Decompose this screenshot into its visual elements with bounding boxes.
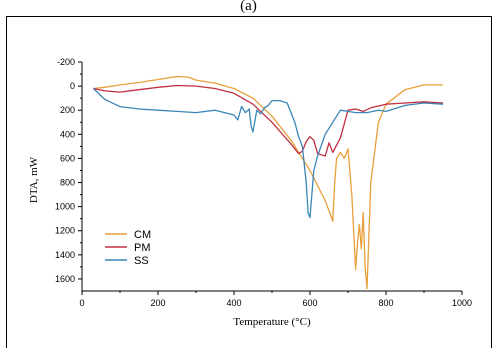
y-tick-label: 1600 (55, 274, 75, 284)
x-tick-label: 1000 (452, 298, 472, 308)
series-line-ss (92, 88, 444, 219)
y-tick-label: -200 (57, 57, 75, 67)
x-tick-label: 800 (378, 298, 393, 308)
y-tick-label: 800 (60, 178, 75, 188)
legend-label-ss: SS (134, 255, 149, 267)
series-line-cm (93, 75, 443, 290)
legend-label-pm: PM (134, 242, 151, 254)
series-line-pm (93, 84, 444, 157)
x-tick-label: 0 (79, 298, 84, 308)
y-tick-label: 400 (60, 129, 75, 139)
y-tick-label: 1000 (55, 202, 75, 212)
y-tick-label: 1200 (55, 226, 75, 236)
y-tick-label: 1400 (55, 250, 75, 260)
x-axis-title: Temperature (°C) (233, 316, 311, 328)
y-tick-label: 200 (60, 105, 75, 115)
x-tick-label: 600 (302, 298, 317, 308)
axes: 0 200 400 600 800 1000 -200 0 200 400 600 800 1000 12… (55, 57, 472, 308)
y-tick-label: 0 (70, 81, 75, 91)
y-tick-label: 600 (60, 153, 75, 163)
legend-label-cm: CM (134, 229, 151, 241)
x-tick-label: 400 (226, 298, 241, 308)
series-layer (92, 75, 444, 290)
figure-frame (6, 16, 492, 348)
y-axis-title: DTA, mW (28, 156, 40, 203)
x-tick-label: 200 (150, 298, 165, 308)
figure-caption: (a) (240, 0, 257, 14)
